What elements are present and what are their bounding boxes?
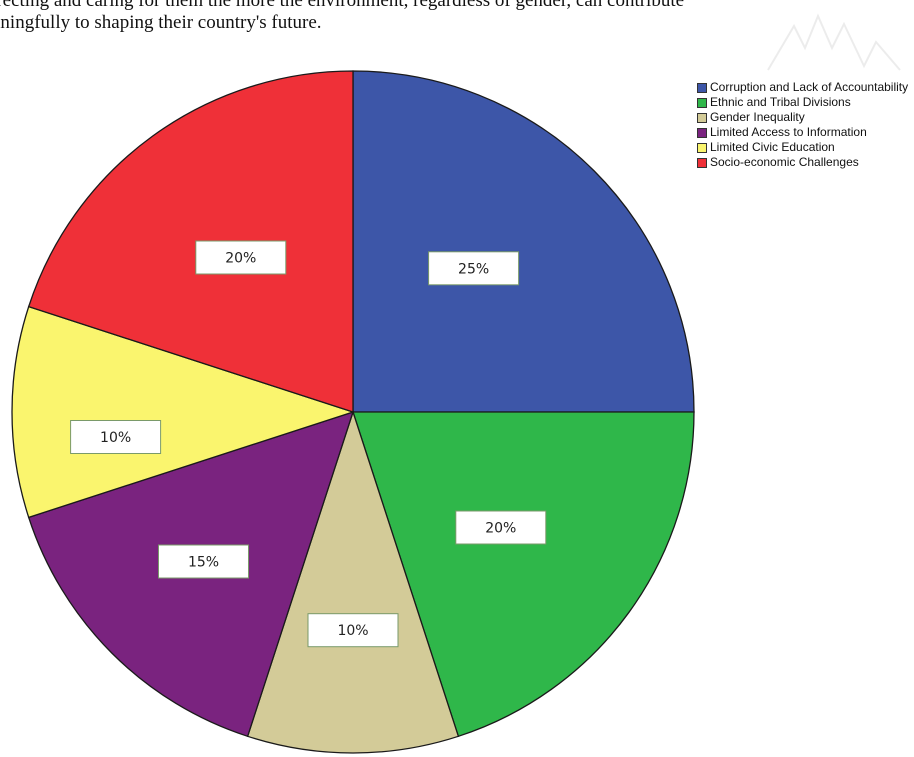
- data-label-ethnic-divisions: 20%: [455, 510, 547, 545]
- legend-item-ethnic-divisions: Ethnic and Tribal Divisions: [697, 95, 912, 109]
- legend-item-corruption: Corruption and Lack of Accountability: [697, 80, 912, 94]
- data-label-socio-economic: 20%: [195, 240, 287, 275]
- pie-slice-civic-education: [11, 305, 356, 519]
- data-label-corruption: 25%: [428, 251, 520, 286]
- data-label-gender-inequality: 10%: [307, 613, 399, 648]
- legend-label-socio-economic: Socio-economic Challenges: [710, 155, 859, 169]
- pie-slice-corruption: [352, 70, 695, 413]
- pie-slice-gender-inequality: [246, 409, 460, 754]
- legend-label-limited-access: Limited Access to Information: [710, 125, 867, 139]
- pie-slice-ethnic-divisions: [352, 411, 695, 738]
- legend-label-ethnic-divisions: Ethnic and Tribal Divisions: [710, 95, 851, 109]
- document-text-line-1: rrecting and caring for them the more th…: [0, 0, 685, 11]
- legend-swatch-ethnic-divisions: [697, 98, 707, 108]
- data-label-limited-access: 15%: [158, 544, 249, 579]
- legend-item-gender-inequality: Gender Inequality: [697, 110, 912, 124]
- pie-slice-socio-economic: [27, 70, 354, 413]
- legend-swatch-gender-inequality: [697, 113, 707, 123]
- data-label-box-gender-inequality: [307, 613, 399, 648]
- legend-swatch-corruption: [697, 83, 707, 93]
- legend-label-civic-education: Limited Civic Education: [710, 140, 835, 154]
- chart-legend: Corruption and Lack of Accountability Et…: [697, 80, 912, 172]
- data-label-text-civic-education: 10%: [100, 430, 131, 446]
- document-text-line-2: aningfully to shaping their country's fu…: [0, 12, 322, 33]
- document-text: rrecting and caring for them the more th…: [0, 0, 914, 34]
- watermark: [767, 13, 901, 71]
- legend-swatch-civic-education: [697, 143, 707, 153]
- data-label-text-limited-access: 15%: [188, 555, 219, 571]
- data-label-box-corruption: [428, 251, 520, 286]
- data-label-box-limited-access: [158, 544, 249, 579]
- legend-label-gender-inequality: Gender Inequality: [710, 110, 805, 124]
- legend-swatch-limited-access: [697, 128, 707, 138]
- data-label-box-ethnic-divisions: [455, 510, 547, 545]
- data-label-box-socio-economic: [195, 240, 287, 275]
- pie-labels: 25% 20% 10% 15% 10% 20%: [70, 240, 547, 648]
- data-label-box-civic-education: [70, 420, 162, 454]
- data-label-civic-education: 10%: [70, 420, 162, 454]
- data-label-text-ethnic-divisions: 20%: [485, 521, 516, 537]
- legend-item-socio-economic: Socio-economic Challenges: [697, 155, 912, 169]
- data-label-text-corruption: 25%: [458, 261, 489, 277]
- legend-item-limited-access: Limited Access to Information: [697, 125, 912, 139]
- legend-swatch-socio-economic: [697, 158, 707, 168]
- legend-label-corruption: Corruption and Lack of Accountability: [710, 80, 909, 94]
- data-label-text-socio-economic: 20%: [225, 251, 256, 267]
- legend-item-civic-education: Limited Civic Education: [697, 140, 912, 154]
- pie-slices: [11, 70, 695, 754]
- data-label-text-gender-inequality: 10%: [337, 623, 368, 639]
